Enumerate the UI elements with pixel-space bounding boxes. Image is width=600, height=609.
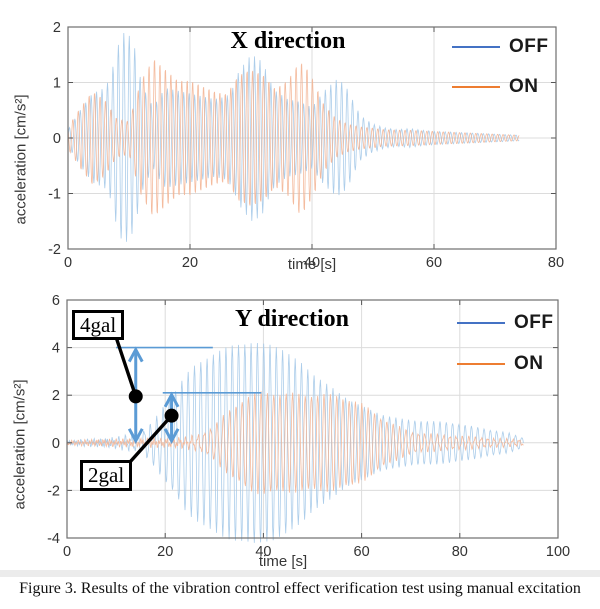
x-tick-label: 20 — [182, 255, 198, 271]
legend-label-on: ON — [514, 353, 544, 374]
x-tick-label: 40 — [255, 544, 271, 560]
waveform-on-y-direction — [66, 391, 524, 495]
x-tick-label: 80 — [548, 255, 564, 271]
on-line-swatch — [457, 363, 505, 365]
on-line-swatch — [452, 86, 500, 88]
callout-dot-4gal — [128, 389, 143, 404]
waveform-off-y-direction — [66, 342, 524, 543]
chart-y-direction: 0 20 40 60 80 100 -4 -2 0 2 4 6 — [47, 293, 570, 560]
chart-x-direction: 0 20 40 60 80 -2 -1 0 1 2 — [48, 20, 564, 271]
x-tick-label: 20 — [157, 544, 173, 560]
waveform-on-x-direction — [67, 60, 520, 215]
annotation-label-2gal: 2gal — [80, 460, 133, 491]
callout-dot-2gal — [164, 408, 179, 423]
y-axis-label-x-chart: acceleration [cm/s²] — [12, 94, 30, 225]
legend-entry-on-x-chart: ON — [452, 76, 539, 98]
leader-line-4gal — [114, 336, 138, 397]
annotation-label-4gal: 4gal — [72, 310, 125, 340]
legend-entry-off-y-chart: OFF — [457, 312, 554, 334]
figure-caption: Figure 3. Results of the vibration contr… — [19, 580, 581, 597]
x-axis-label-y-chart: time [s] — [258, 553, 308, 570]
leader-line-2gal — [128, 414, 173, 464]
axes-border-y-direction — [66, 299, 559, 539]
off-line-swatch — [457, 322, 505, 324]
x-axis-label-x-chart: time [s] — [287, 256, 337, 273]
x-tick-label: 80 — [452, 544, 468, 560]
legend-label-off: OFF — [509, 36, 549, 57]
legend-entry-on-y-chart: ON — [457, 353, 544, 375]
legend-label-off: OFF — [514, 312, 554, 333]
y-axis-label-y-chart: acceleration [cm/s²] — [11, 379, 29, 510]
divider-strip — [0, 570, 600, 577]
x-tick-label: 100 — [546, 544, 570, 560]
y-tick-label: -2 — [48, 242, 61, 258]
x-tick-label: 40 — [304, 255, 320, 271]
chart-title-x-direction: X direction — [230, 28, 346, 54]
axes-border-x-direction — [67, 26, 557, 250]
x-tick-label: 60 — [354, 544, 370, 560]
off-line-swatch — [452, 46, 500, 48]
y-tick-label: 0 — [52, 436, 60, 452]
y-tick-label: 4 — [52, 341, 60, 357]
y-tick-label: 6 — [52, 293, 60, 309]
x-tick-label: 0 — [63, 544, 71, 560]
y-tick-label: 0 — [53, 131, 61, 147]
x-tick-label: 0 — [64, 255, 72, 271]
y-tick-label: -4 — [47, 531, 60, 547]
y-tick-label: 1 — [53, 76, 61, 92]
chart-title-y-direction: Y direction — [235, 306, 349, 332]
y-tick-label: -2 — [47, 483, 60, 499]
legend-entry-off-x-chart: OFF — [452, 36, 549, 58]
waveform-off-x-direction — [67, 32, 520, 242]
x-tick-label: 60 — [426, 255, 442, 271]
y-tick-label: -1 — [48, 187, 61, 203]
legend-label-on: ON — [509, 76, 539, 97]
y-tick-label: 2 — [53, 20, 61, 36]
y-tick-label: 2 — [52, 388, 60, 404]
